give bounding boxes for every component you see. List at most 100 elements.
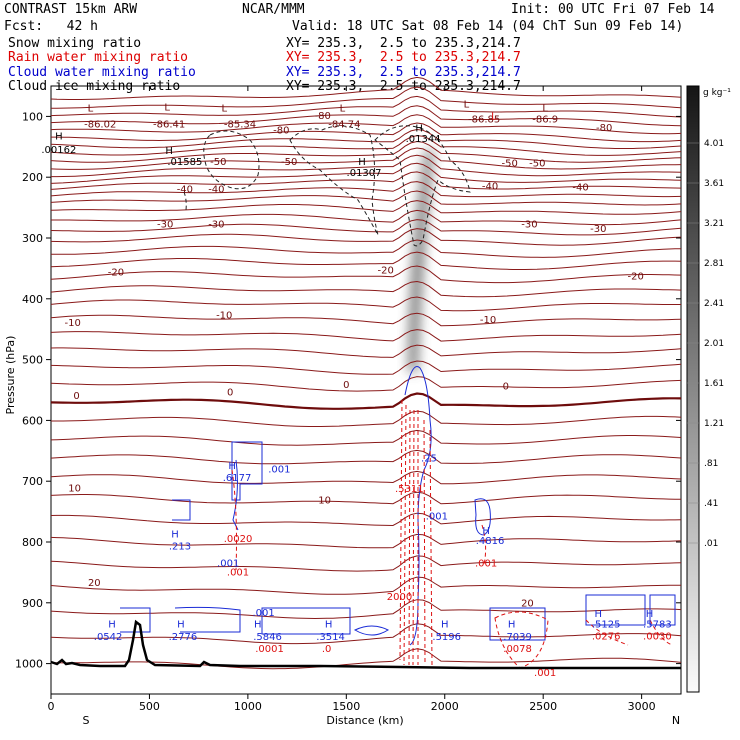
center-label: NCAR/MMM	[242, 2, 305, 17]
rain-contour-far-right-2	[649, 619, 673, 646]
rain-label: .5311	[395, 484, 424, 495]
x-tick-label: 2500	[529, 700, 557, 713]
x-tick-label: 500	[139, 700, 160, 713]
cloud-water-label: H	[228, 461, 236, 472]
isotherm-label: 10	[318, 496, 331, 507]
isotherm-contour	[50, 296, 681, 312]
isotherm-label: -20	[628, 271, 644, 282]
isotherm-label: -40	[572, 183, 588, 194]
rain-label: .001	[227, 567, 249, 578]
rain-label: 2000	[387, 592, 412, 603]
colorbar-label: .41	[704, 499, 718, 509]
isotherm-label: -50	[502, 158, 518, 169]
snow-ice-label: H	[358, 157, 366, 168]
low-marker: L	[542, 104, 548, 115]
cloud-contour-low-7	[649, 594, 676, 626]
isotherm-label: -80	[273, 125, 289, 136]
isotherm-contour	[50, 599, 682, 620]
isotherm-zero	[50, 392, 682, 410]
rain-contour-core-7	[429, 429, 433, 666]
snow-ice-label: H	[165, 146, 173, 157]
cloud-water-label: .7039	[503, 632, 532, 643]
snow-ice-label: .01307	[347, 168, 382, 179]
cloud-water-label: H	[254, 620, 262, 631]
colorbar-label: 2.41	[704, 299, 724, 309]
x-tick-label: 2000	[431, 700, 459, 713]
cloud-water-label: H	[171, 530, 179, 541]
isotherm-label: -50	[529, 158, 545, 169]
cloud-water-label: .001	[268, 465, 290, 476]
y-tick-label: 900	[22, 597, 43, 610]
x-axis-title: Distance (km)	[326, 714, 403, 727]
cloud-water-label: H	[441, 620, 449, 631]
cloud-contour-2215	[474, 498, 491, 536]
isotherm-label: -40	[208, 184, 224, 195]
plot-frame	[50, 85, 682, 695]
snow-ice-label: H	[55, 132, 63, 143]
isotherm-label: -20	[108, 268, 124, 279]
cloud-water-label: .001	[217, 558, 239, 569]
isotherm-contour	[50, 162, 682, 184]
isotherm-contour	[51, 154, 682, 178]
cloud-water-label: .6177	[223, 473, 252, 484]
rain-contour-core-3	[408, 409, 411, 666]
cloud-water-label: .5125	[592, 620, 621, 631]
rain-contour-far-right-1	[585, 619, 629, 646]
isotherm-label: 0	[227, 387, 233, 398]
colorbar-label: 3.61	[704, 179, 724, 189]
x-tick-label: 1000	[234, 700, 262, 713]
isotherm-label: -86.85	[468, 114, 500, 125]
rain-contour-low-right	[494, 611, 549, 669]
isotherm-contour	[50, 171, 682, 190]
isotherm-label: -30	[157, 220, 173, 231]
cloud-water-label: .5196	[432, 632, 461, 643]
low-marker: L	[88, 104, 94, 115]
rain-label: .001	[475, 558, 497, 569]
cloud-water-label: .5846	[253, 632, 282, 643]
colorbar-label: .01	[704, 539, 718, 549]
isotherm-contour	[50, 533, 682, 549]
cloud-contour-low-4	[353, 625, 390, 636]
init-time: Init: 00 UTC Fri 07 Feb 14	[511, 2, 715, 17]
y-tick-label: 200	[22, 171, 43, 184]
rain-contour-core-6	[423, 419, 426, 666]
isotherm-contour	[50, 147, 682, 170]
colorbar-label: 4.01	[704, 139, 724, 149]
cloud-contour-upper-core	[404, 366, 432, 646]
x-tick-label: 0	[48, 700, 55, 713]
field-xy-cloud-water: XY= 235.3, 2.5 to 235.3,214.7	[286, 65, 521, 80]
isotherm-label: 0	[343, 380, 349, 391]
isotherm-contour	[50, 251, 682, 270]
snow-ice-label: H	[415, 124, 423, 135]
isotherm-contour	[51, 122, 682, 143]
isotherm-label: -30	[590, 224, 606, 235]
snow-ice-label: .00162	[41, 145, 76, 156]
ice-shading-plume	[409, 150, 433, 372]
colorbar-label: 3.21	[704, 219, 724, 229]
isotherm-contour	[51, 239, 682, 258]
snow-contour-1	[203, 130, 260, 190]
y-tick-label: 500	[22, 354, 43, 367]
rain-label: .0001	[255, 644, 284, 655]
isotherm-contour	[50, 312, 682, 327]
y-tick-label: 600	[22, 414, 43, 427]
isotherm-contour	[50, 376, 682, 392]
field-name-snow: Snow mixing ratio	[8, 36, 142, 51]
cloud-water-label: H	[508, 620, 516, 631]
isotherm-label: 20	[88, 578, 101, 589]
cloud-contour-low-5	[489, 607, 546, 641]
isotherm-contour	[50, 329, 682, 342]
isotherm-contour	[51, 209, 682, 226]
isotherm-label: -85.34	[224, 119, 256, 130]
isotherm-contour	[50, 576, 681, 595]
snow-contour-4	[183, 191, 187, 211]
colorbar-label: .81	[704, 459, 718, 469]
y-tick-label: 800	[22, 536, 43, 549]
isotherm-contour	[50, 135, 682, 156]
isotherm-label: -80	[596, 123, 612, 134]
cloud-water-label: H	[325, 620, 333, 631]
low-marker: L	[164, 102, 170, 113]
y-tick-label: 1000	[15, 658, 43, 671]
isotherm-contour	[50, 140, 682, 163]
isotherm-contour	[50, 449, 682, 465]
